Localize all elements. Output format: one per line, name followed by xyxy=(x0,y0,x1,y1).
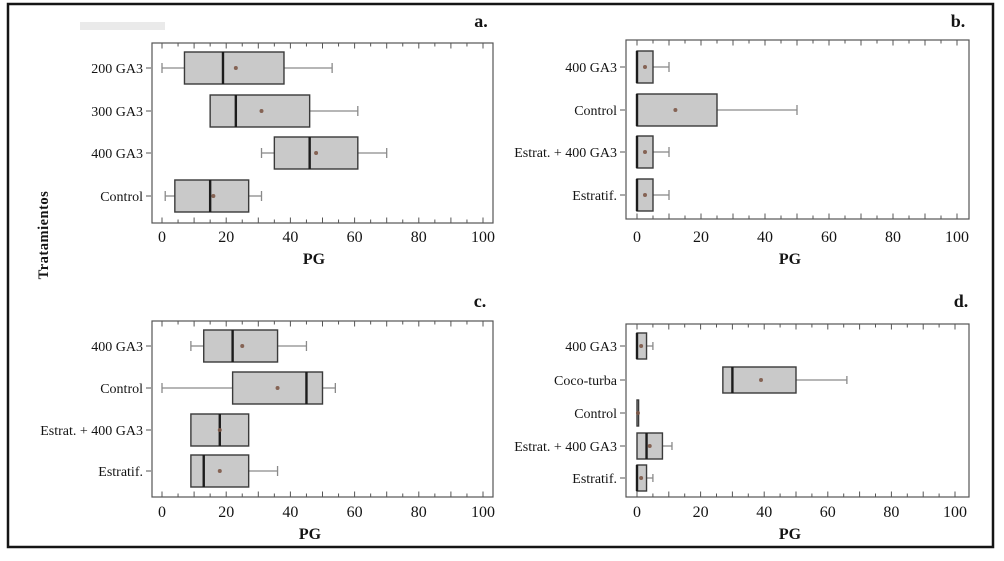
x-tick-label: 100 xyxy=(945,229,969,246)
x-tick-label: 60 xyxy=(347,504,363,521)
mean-dot xyxy=(275,386,280,390)
x-tick-label: 40 xyxy=(756,504,772,521)
x-tick-label: 60 xyxy=(820,504,836,521)
category-label: Coco-turba xyxy=(554,374,618,389)
x-tick-label: 100 xyxy=(943,504,967,521)
category-label: Control xyxy=(574,104,617,119)
mean-dot xyxy=(643,150,647,154)
x-tick-label: 60 xyxy=(347,229,363,246)
x-tick-label: 20 xyxy=(218,229,234,246)
category-label: Control xyxy=(100,382,143,397)
category-label: 400 GA3 xyxy=(91,340,143,355)
category-label: Control xyxy=(100,190,143,205)
category-label: Estratif. xyxy=(98,465,143,480)
mean-dot xyxy=(217,469,222,473)
mean-dot xyxy=(233,66,238,70)
box-a-2 xyxy=(209,94,359,128)
mean-dot xyxy=(314,151,319,155)
mean-dot xyxy=(647,444,652,448)
mean-dot xyxy=(259,109,264,113)
category-label: Estratif. xyxy=(572,472,617,487)
category-label: Estrat. + 400 GA3 xyxy=(40,424,143,439)
panel-letter: d. xyxy=(954,291,969,311)
x-tick-label: 20 xyxy=(693,229,709,246)
x-tick-label: 40 xyxy=(282,229,298,246)
mean-dot xyxy=(759,378,764,382)
mean-dot xyxy=(673,108,678,112)
x-tick-label: 20 xyxy=(693,504,709,521)
x-tick-label: 0 xyxy=(633,504,641,521)
box-d-3 xyxy=(635,399,640,427)
mean-dot xyxy=(240,344,245,348)
plot-frame xyxy=(625,323,970,498)
x-axis-label: PG xyxy=(779,251,802,268)
panel-b: 0 20 40 60 80 100 PG b. 400 GA3 Control Estrat. + … xyxy=(514,11,970,268)
x-tick-label: 80 xyxy=(411,229,427,246)
category-label: Control xyxy=(574,407,617,422)
box-c-2 xyxy=(161,371,336,405)
figure-border xyxy=(6,2,995,549)
box-c-3 xyxy=(190,413,250,447)
plot-frame xyxy=(625,39,970,220)
y-axis-title: Tratamientos xyxy=(36,190,52,280)
mean-dot xyxy=(643,193,647,197)
x-tick-label: 40 xyxy=(757,229,773,246)
mean-dot xyxy=(643,65,647,69)
panel-c: 0 20 40 60 80 100 PG c. 400 GA3 Control Estrat. + … xyxy=(40,291,495,543)
panel-letter: a. xyxy=(474,11,488,31)
box-b-3 xyxy=(635,135,670,169)
category-label: 400 GA3 xyxy=(565,340,617,355)
x-tick-label: 20 xyxy=(218,504,234,521)
box-a-3 xyxy=(260,136,388,170)
x-axis-label: PG xyxy=(303,251,326,268)
box-d-4 xyxy=(636,432,673,460)
panel-letter: c. xyxy=(474,291,487,311)
category-label: Estrat. + 400 GA3 xyxy=(514,146,617,161)
box-b-1 xyxy=(635,50,670,84)
mean-dot xyxy=(639,476,644,480)
x-tick-label: 80 xyxy=(411,504,427,521)
box-b-4 xyxy=(635,178,670,212)
x-axis-label: PG xyxy=(779,526,802,543)
box-d-2 xyxy=(722,366,848,394)
x-axis-label: PG xyxy=(299,526,322,543)
category-label: 200 GA3 xyxy=(91,62,143,77)
box-a-4 xyxy=(164,179,263,213)
panel-d: 0 20 40 60 80 100 PG d. 400 GA3 Coco-turba Control… xyxy=(514,291,970,543)
x-tick-label: 0 xyxy=(158,504,166,521)
x-tick-label: 0 xyxy=(633,229,641,246)
x-tick-label: 80 xyxy=(885,229,901,246)
panel-a: 0 20 40 60 80 100 PG a. 200 GA3 300 GA3 400 GA3 Con… xyxy=(91,11,495,268)
iqr-box xyxy=(636,93,718,127)
category-label: Estrat. + 400 GA3 xyxy=(514,440,617,455)
box-c-1 xyxy=(190,329,308,363)
x-tick-label: 40 xyxy=(282,504,298,521)
x-tick-label: 0 xyxy=(158,229,166,246)
mean-dot xyxy=(635,411,640,415)
panel-letter: b. xyxy=(951,11,966,31)
box-a-1 xyxy=(161,51,333,85)
mean-dot xyxy=(211,194,216,198)
category-label: 300 GA3 xyxy=(91,105,143,120)
box-c-4 xyxy=(190,454,279,488)
box-d-1 xyxy=(635,332,654,360)
artifact-smudge xyxy=(80,22,165,30)
box-b-2 xyxy=(635,93,798,127)
x-tick-label: 100 xyxy=(471,504,495,521)
category-label: Estratif. xyxy=(572,189,617,204)
box-d-5 xyxy=(635,464,654,492)
category-label: 400 GA3 xyxy=(565,61,617,76)
x-tick-label: 100 xyxy=(471,229,495,246)
x-tick-label: 60 xyxy=(821,229,837,246)
mean-dot xyxy=(217,428,222,432)
category-label: 400 GA3 xyxy=(91,147,143,162)
mean-dot xyxy=(639,344,644,348)
x-tick-label: 80 xyxy=(883,504,899,521)
